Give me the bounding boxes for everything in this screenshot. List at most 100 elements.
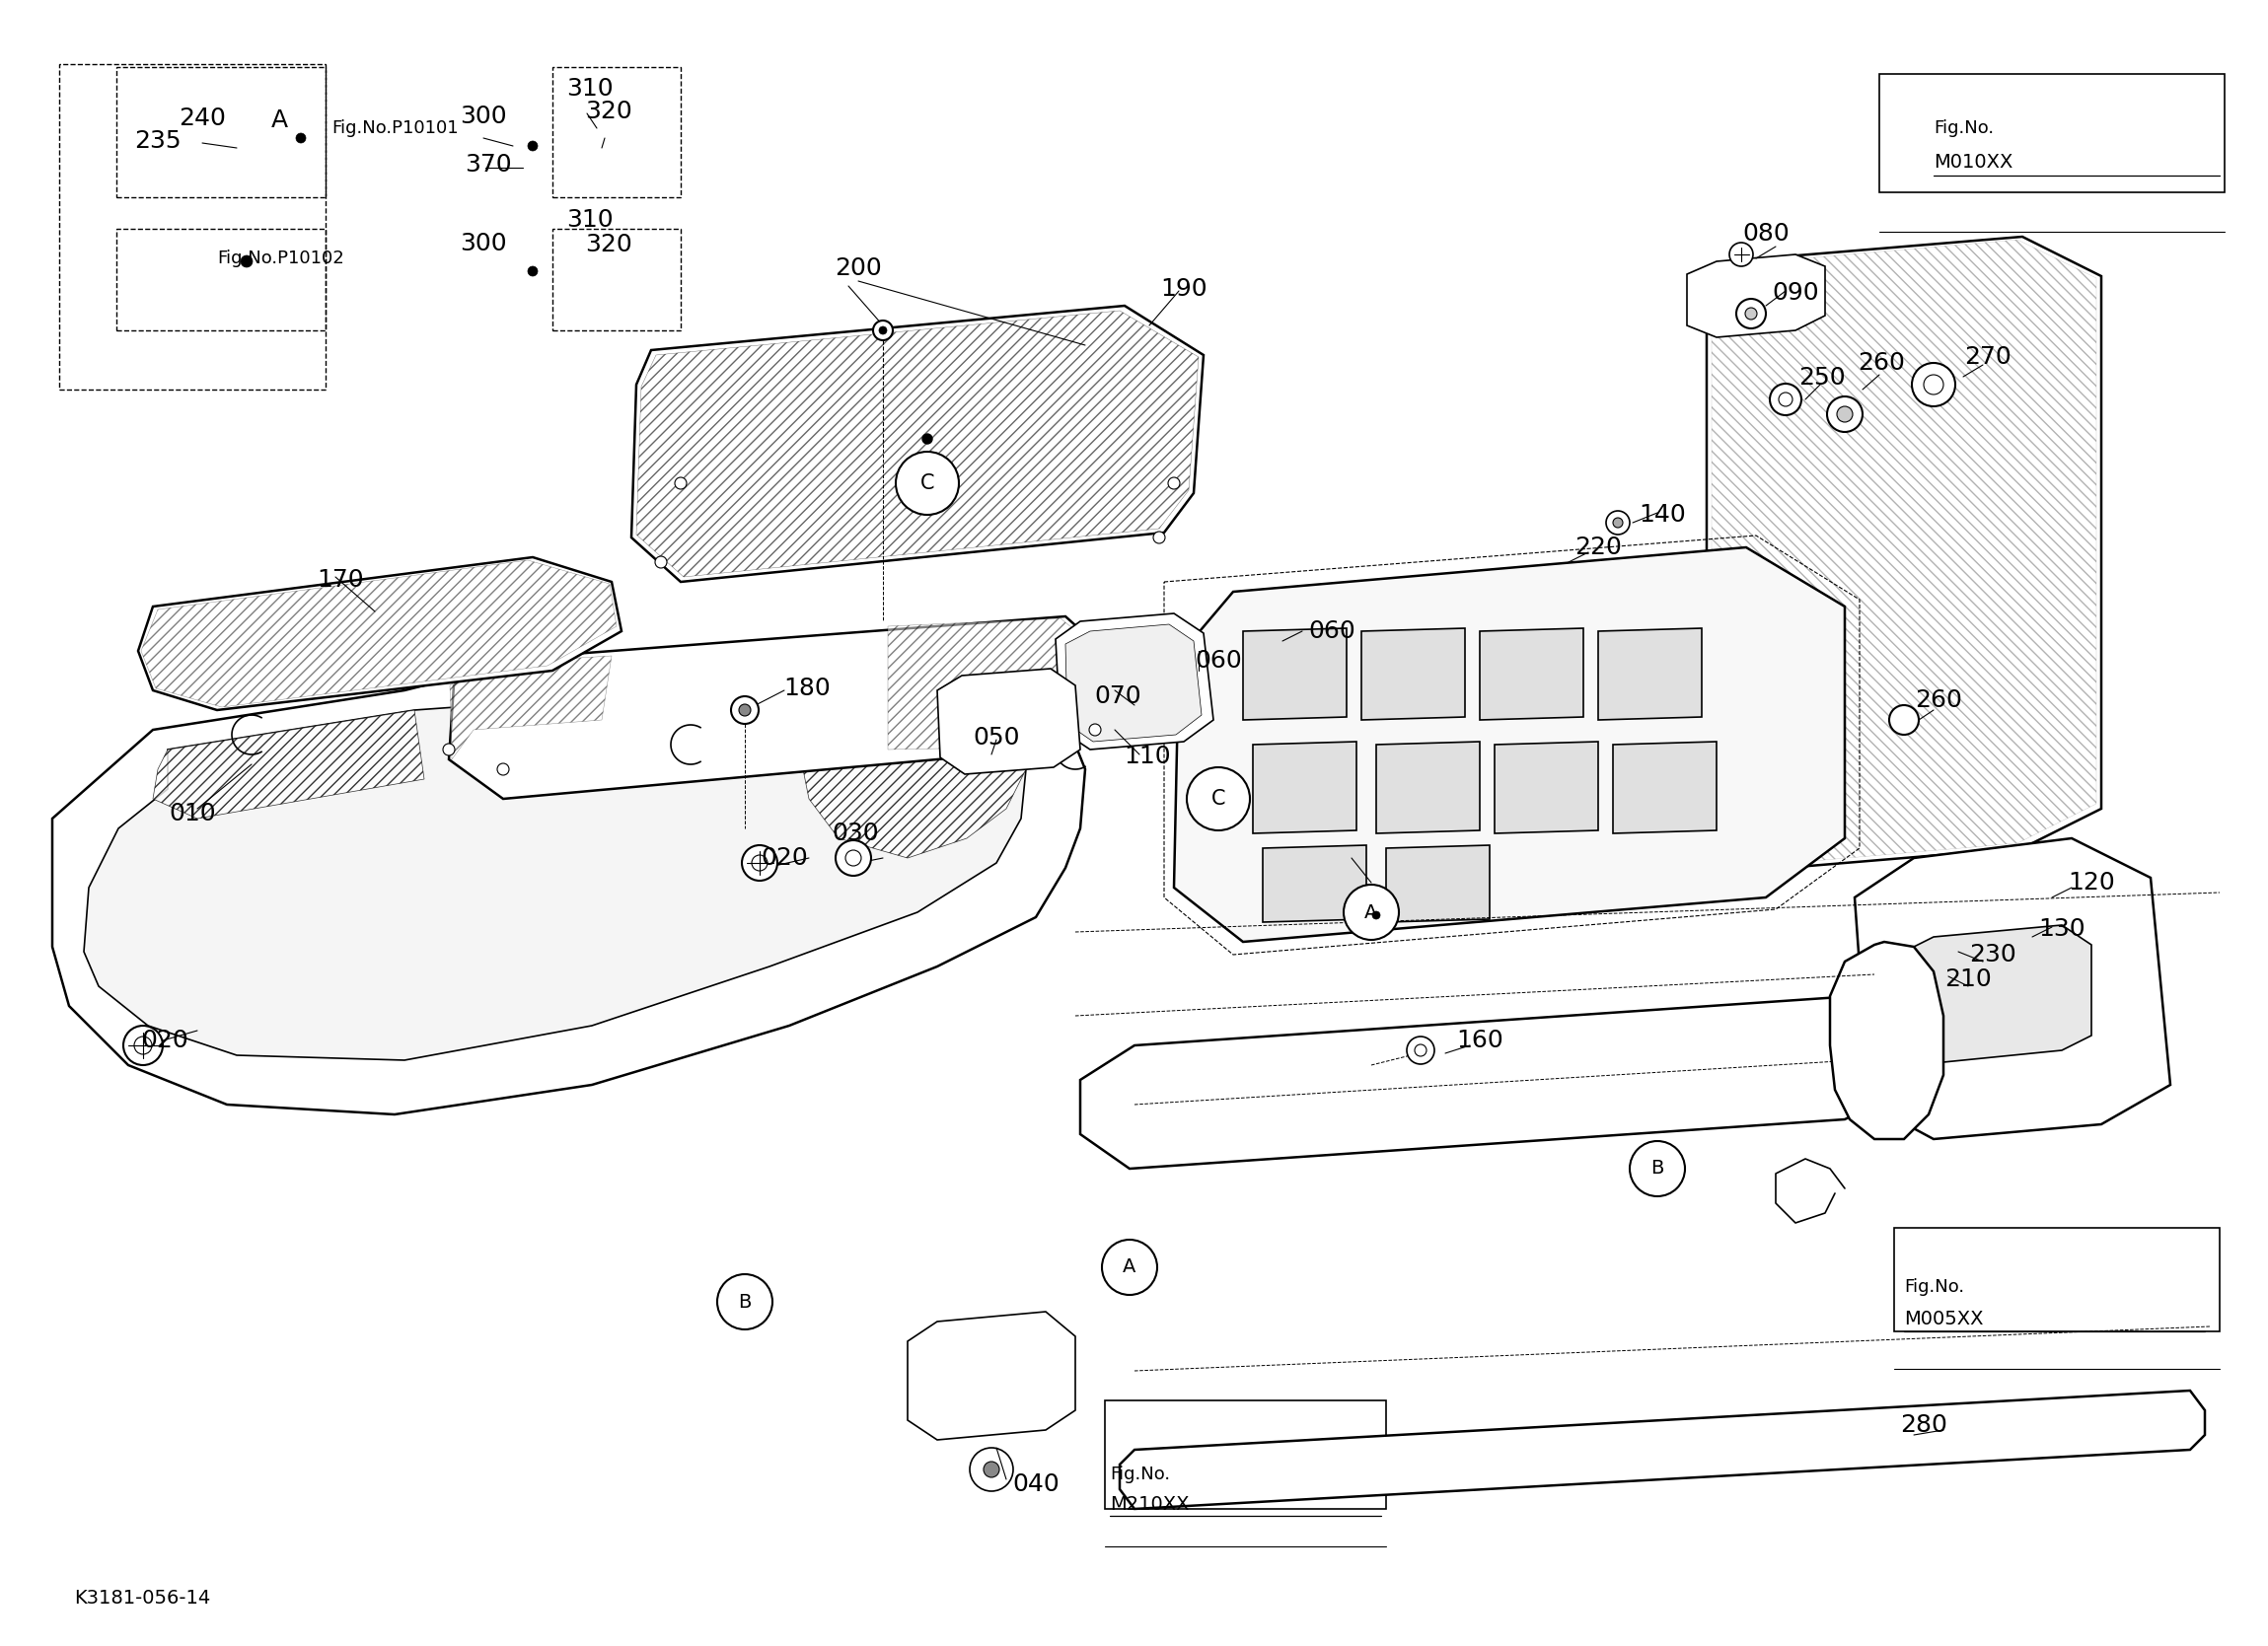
Bar <box>116 67 327 198</box>
Text: A: A <box>270 109 288 132</box>
Text: 270: 270 <box>1964 346 2012 369</box>
Circle shape <box>497 764 508 775</box>
Text: 060: 060 <box>1195 649 1243 673</box>
Circle shape <box>835 839 871 876</box>
Polygon shape <box>1708 237 2100 867</box>
Text: M210XX: M210XX <box>1109 1495 1188 1513</box>
Circle shape <box>1613 518 1624 528</box>
Polygon shape <box>1361 629 1465 719</box>
Text: 260: 260 <box>1914 688 1962 713</box>
Polygon shape <box>449 616 1116 798</box>
Circle shape <box>655 556 667 568</box>
Text: 310: 310 <box>567 207 612 232</box>
Text: M005XX: M005XX <box>1903 1309 1984 1328</box>
Text: 030: 030 <box>832 821 878 844</box>
Circle shape <box>873 321 894 341</box>
Text: 020: 020 <box>760 846 807 869</box>
Polygon shape <box>52 645 1084 1114</box>
Bar <box>553 67 680 198</box>
Circle shape <box>1889 704 1919 734</box>
Polygon shape <box>1903 925 2091 1063</box>
Circle shape <box>1631 1141 1685 1197</box>
Circle shape <box>1606 510 1631 535</box>
Circle shape <box>528 267 538 277</box>
Text: M010XX: M010XX <box>1935 153 2014 173</box>
Circle shape <box>1769 384 1801 415</box>
Circle shape <box>1737 300 1767 329</box>
Polygon shape <box>631 306 1204 583</box>
Polygon shape <box>1613 742 1717 833</box>
Text: 170: 170 <box>318 568 363 591</box>
Text: 200: 200 <box>835 257 882 280</box>
Polygon shape <box>937 668 1080 774</box>
Text: 130: 130 <box>2039 917 2084 942</box>
Bar <box>116 229 327 331</box>
Text: 220: 220 <box>1574 535 1622 560</box>
Circle shape <box>1186 767 1250 830</box>
Text: 190: 190 <box>1161 277 1207 301</box>
Text: 090: 090 <box>1771 281 1819 305</box>
Text: Fig.No.P10102: Fig.No.P10102 <box>218 250 345 267</box>
Circle shape <box>880 326 887 334</box>
Circle shape <box>751 854 767 871</box>
Text: C: C <box>921 474 934 494</box>
Circle shape <box>122 1025 163 1065</box>
Polygon shape <box>1377 742 1479 833</box>
Polygon shape <box>141 560 617 708</box>
Polygon shape <box>798 690 1025 858</box>
Text: Fig.No.: Fig.No. <box>1935 119 1994 137</box>
Circle shape <box>730 696 758 724</box>
Text: 240: 240 <box>179 107 227 130</box>
Text: 300: 300 <box>460 232 506 255</box>
Text: A: A <box>1365 904 1379 922</box>
Circle shape <box>240 255 252 267</box>
Polygon shape <box>1479 629 1583 719</box>
Polygon shape <box>1080 996 1914 1169</box>
Polygon shape <box>1252 742 1356 833</box>
Polygon shape <box>152 709 424 818</box>
Polygon shape <box>1599 629 1701 719</box>
Text: 140: 140 <box>1640 504 1685 527</box>
Circle shape <box>442 744 456 756</box>
Text: 250: 250 <box>1799 365 1846 390</box>
Text: C: C <box>1211 788 1225 808</box>
Text: 210: 210 <box>1944 968 1991 991</box>
Circle shape <box>1744 308 1758 319</box>
Polygon shape <box>1855 838 2170 1139</box>
Circle shape <box>984 1462 1000 1478</box>
Circle shape <box>1406 1037 1433 1063</box>
Text: 050: 050 <box>973 726 1021 749</box>
Circle shape <box>1089 724 1100 736</box>
Text: 300: 300 <box>460 105 506 128</box>
Polygon shape <box>887 619 1109 749</box>
Circle shape <box>896 451 959 515</box>
Circle shape <box>717 1274 773 1330</box>
Polygon shape <box>1175 548 1844 942</box>
Circle shape <box>1372 912 1381 918</box>
Circle shape <box>1828 397 1862 431</box>
Polygon shape <box>449 655 612 759</box>
Text: 280: 280 <box>1901 1414 1948 1437</box>
Bar <box>553 229 680 331</box>
Circle shape <box>1837 407 1853 421</box>
Polygon shape <box>1263 844 1365 922</box>
Bar <box>59 64 327 390</box>
Polygon shape <box>1830 942 1944 1139</box>
Text: 070: 070 <box>1093 685 1141 708</box>
Circle shape <box>846 849 862 866</box>
Text: 260: 260 <box>1857 351 1905 375</box>
Circle shape <box>971 1448 1014 1491</box>
Polygon shape <box>1386 844 1490 922</box>
Text: 010: 010 <box>168 802 215 825</box>
Circle shape <box>1923 375 1944 395</box>
Text: 180: 180 <box>782 677 830 700</box>
Text: 060: 060 <box>1309 619 1356 644</box>
Text: K3181-056-14: K3181-056-14 <box>75 1588 211 1606</box>
Circle shape <box>1168 477 1179 489</box>
Text: 320: 320 <box>585 232 633 257</box>
Circle shape <box>528 142 538 151</box>
Circle shape <box>1912 362 1955 407</box>
Polygon shape <box>138 558 621 709</box>
Text: B: B <box>1651 1159 1665 1179</box>
Text: 120: 120 <box>2068 871 2116 894</box>
